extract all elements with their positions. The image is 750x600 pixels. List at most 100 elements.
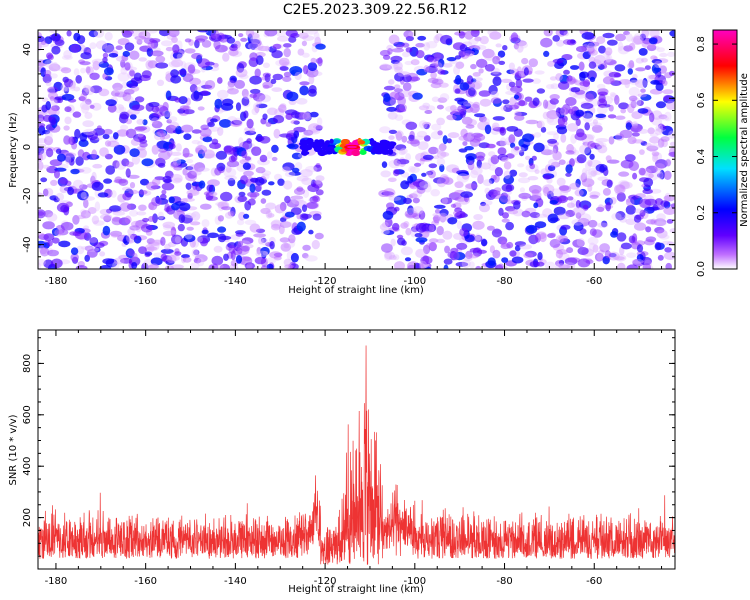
spectrogram-cell bbox=[168, 116, 178, 123]
spectrogram-cell bbox=[575, 212, 582, 220]
spectrogram-cell bbox=[529, 261, 540, 268]
spectrogram-cell bbox=[55, 148, 62, 155]
spectrogram-cell bbox=[614, 254, 627, 262]
spectrogram-cell bbox=[38, 138, 47, 144]
spectrogram-cell bbox=[390, 91, 399, 101]
spectrogram-cell bbox=[102, 133, 110, 140]
spectrogram-cell bbox=[283, 71, 292, 78]
spectrogram-cell bbox=[588, 122, 602, 127]
spectrogram-cell bbox=[436, 177, 447, 188]
spectrogram-cell bbox=[543, 30, 553, 37]
spectrogram-cell bbox=[47, 249, 59, 257]
spectrogram-cell bbox=[125, 118, 132, 125]
spectrogram-cell bbox=[70, 44, 81, 53]
spectrogram-cell bbox=[394, 107, 407, 113]
spectrogram-cell bbox=[240, 37, 248, 42]
spectrogram-cell bbox=[278, 104, 287, 113]
spectrogram-cell bbox=[644, 259, 652, 268]
spectrogram-cell bbox=[615, 33, 627, 42]
spectrogram-cell bbox=[466, 75, 474, 85]
spectrogram-cell bbox=[56, 66, 69, 72]
spectrogram-cell bbox=[558, 235, 568, 243]
spectrogram-cell bbox=[487, 257, 496, 266]
spectrogram-cell bbox=[427, 223, 437, 233]
spectrogram-cell bbox=[587, 236, 599, 246]
spectrogram-cell bbox=[546, 115, 559, 126]
spectrogram-cell bbox=[506, 125, 519, 132]
spectrogram-cell bbox=[579, 71, 586, 82]
spectrogram-cell bbox=[596, 83, 606, 90]
spectrogram-cell bbox=[170, 173, 183, 184]
spectrogram-cell bbox=[499, 127, 505, 134]
spectrogram-cell bbox=[647, 74, 653, 83]
spectrogram-cell bbox=[299, 81, 310, 86]
spectrogram-cell bbox=[271, 144, 279, 153]
spectrogram-cell bbox=[148, 101, 160, 108]
x-tick-label: -180 bbox=[45, 576, 68, 587]
spectrogram-cell bbox=[295, 98, 308, 105]
spectrogram-cell bbox=[559, 191, 569, 196]
spectrogram-cell bbox=[206, 184, 214, 192]
spectrogram-cell bbox=[543, 99, 549, 109]
spectrogram-cell bbox=[315, 43, 326, 50]
spectrogram-cell bbox=[589, 76, 596, 82]
spectrogram-cell bbox=[422, 102, 431, 109]
spectrogram-cell bbox=[120, 124, 129, 131]
spectrogram-cell bbox=[185, 172, 198, 182]
spectrogram-cell bbox=[396, 234, 404, 239]
spectrogram-cell bbox=[497, 147, 507, 156]
spectrogram-cell bbox=[394, 72, 405, 82]
spectrogram-cell bbox=[524, 96, 533, 102]
spectrogram-cell bbox=[620, 108, 627, 114]
spectrogram-cell bbox=[150, 239, 163, 246]
spectrogram-cell bbox=[430, 189, 441, 197]
spectrogram-cell bbox=[240, 175, 249, 185]
spectrogram-cell bbox=[586, 175, 593, 186]
spectrogram-cell bbox=[274, 204, 285, 214]
spectrogram-cell bbox=[549, 200, 558, 205]
spectrogram-cell bbox=[496, 140, 507, 147]
spectrogram-cell bbox=[90, 175, 96, 185]
spectrogram-cell bbox=[283, 243, 290, 249]
spectrogram-cell bbox=[165, 124, 177, 134]
axes-frame bbox=[37, 29, 676, 270]
spectrogram-cell bbox=[155, 62, 169, 69]
spectrogram-cell bbox=[431, 96, 440, 103]
spectrogram-cell bbox=[68, 158, 75, 166]
spectrogram-cell bbox=[144, 244, 155, 253]
spectrogram-cell bbox=[615, 185, 625, 192]
spectrogram-cell bbox=[192, 238, 200, 248]
spectrogram-cell bbox=[606, 39, 618, 46]
spectrogram-cell bbox=[635, 57, 644, 64]
spectrogram-cell bbox=[129, 148, 140, 158]
spectrogram-cell bbox=[388, 196, 402, 202]
spectrogram-cell bbox=[518, 172, 528, 178]
spectrogram-cell bbox=[91, 171, 97, 182]
spectrogram-cell bbox=[279, 237, 290, 243]
spectrogram-cell bbox=[302, 244, 311, 251]
spectrogram-cell bbox=[618, 79, 632, 85]
spectrogram-cell bbox=[265, 210, 273, 219]
spectrogram-cell bbox=[646, 206, 660, 211]
spectrogram-cell bbox=[436, 238, 446, 244]
spectrogram-cell bbox=[492, 76, 502, 87]
spectrogram-cell bbox=[186, 226, 194, 231]
spectrogram-cell bbox=[626, 264, 639, 269]
spectrogram-cell bbox=[290, 252, 299, 263]
spectrogram-cell bbox=[91, 181, 104, 191]
spectrogram-cell bbox=[191, 248, 199, 257]
spectrogram-cell bbox=[547, 213, 559, 224]
spectrogram-cell bbox=[577, 247, 589, 255]
spectrogram-cell bbox=[591, 124, 603, 133]
spectrogram-cell bbox=[67, 186, 74, 196]
spectrogram-cell bbox=[492, 116, 505, 121]
snr-xlabel: Height of straight line (km) bbox=[288, 584, 424, 595]
spectrogram-cell bbox=[88, 30, 99, 38]
spectrogram-cell bbox=[657, 254, 664, 261]
spectrogram-cell bbox=[389, 99, 397, 106]
spectrogram-cell bbox=[84, 112, 93, 119]
spectrogram-cell bbox=[510, 85, 523, 94]
spectrogram-cell bbox=[151, 105, 160, 113]
spectrogram-cell bbox=[500, 240, 508, 247]
spectrogram-cell bbox=[585, 90, 597, 100]
